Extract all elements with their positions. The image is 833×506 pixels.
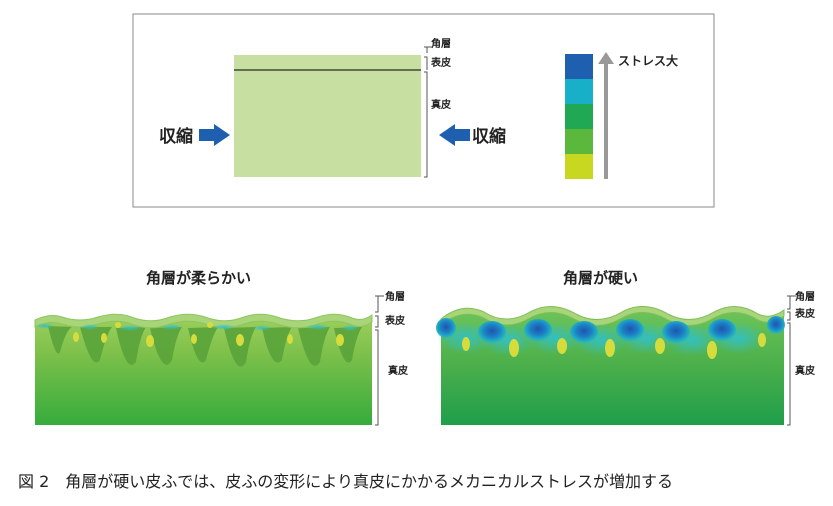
label-epidermis-soft: 表皮 [384, 314, 405, 327]
stress-label: ストレス大 [618, 53, 678, 68]
hard-stress-spots [436, 316, 785, 343]
arrow-right-icon [199, 124, 230, 146]
label-dermis-soft: 真皮 [388, 364, 408, 377]
panel-hard-title: 角層が硬い [563, 269, 638, 287]
soft-stress-streaks [35, 323, 359, 331]
layer-brackets-soft [375, 295, 384, 426]
label-dermis-top: 真皮 [431, 98, 451, 111]
label-epidermis-hard: 表皮 [794, 307, 815, 320]
stress-swatch-5 [565, 154, 593, 179]
top-panel-frame [132, 13, 715, 208]
top-panel: 角層 表皮 真皮 収縮 収縮 ストレス大 [132, 13, 715, 208]
label-epidermis-top: 表皮 [430, 56, 451, 69]
panel-soft: 角層が柔らかい [34, 269, 408, 426]
soft-dermis-body [35, 317, 372, 425]
figure-caption: 図 2 角層が硬い皮ふでは、皮ふの変形により真皮にかかるメカニカルストレスが増加… [18, 472, 673, 491]
stress-swatch-2 [565, 79, 593, 104]
stress-up-arrow-icon [598, 52, 614, 179]
label-compress-left: 収縮 [159, 126, 193, 147]
arrow-left-icon [439, 124, 470, 146]
panel-soft-title: 角層が柔らかい [146, 269, 251, 287]
label-keratin-hard: 角層 [795, 290, 815, 303]
hard-yellow-spots [462, 333, 766, 359]
label-keratin-top: 角層 [431, 37, 451, 50]
layer-brackets-top [424, 46, 433, 178]
soft-invaginations [48, 326, 362, 367]
stress-swatch-1 [565, 54, 593, 79]
stress-swatch-3 [565, 104, 593, 129]
stress-scale [565, 54, 593, 179]
stress-swatch-4 [565, 129, 593, 154]
soft-keratin-band [34, 313, 373, 329]
label-keratin-soft: 角層 [385, 290, 405, 303]
layer-brackets-hard [787, 295, 796, 426]
skin-block [234, 55, 421, 177]
hard-keratin-band [440, 306, 785, 327]
label-dermis-hard: 真皮 [795, 364, 815, 377]
panel-hard: 角層が硬い [436, 269, 815, 426]
soft-yellow-spots [73, 322, 344, 347]
label-compress-right: 収縮 [472, 126, 506, 147]
